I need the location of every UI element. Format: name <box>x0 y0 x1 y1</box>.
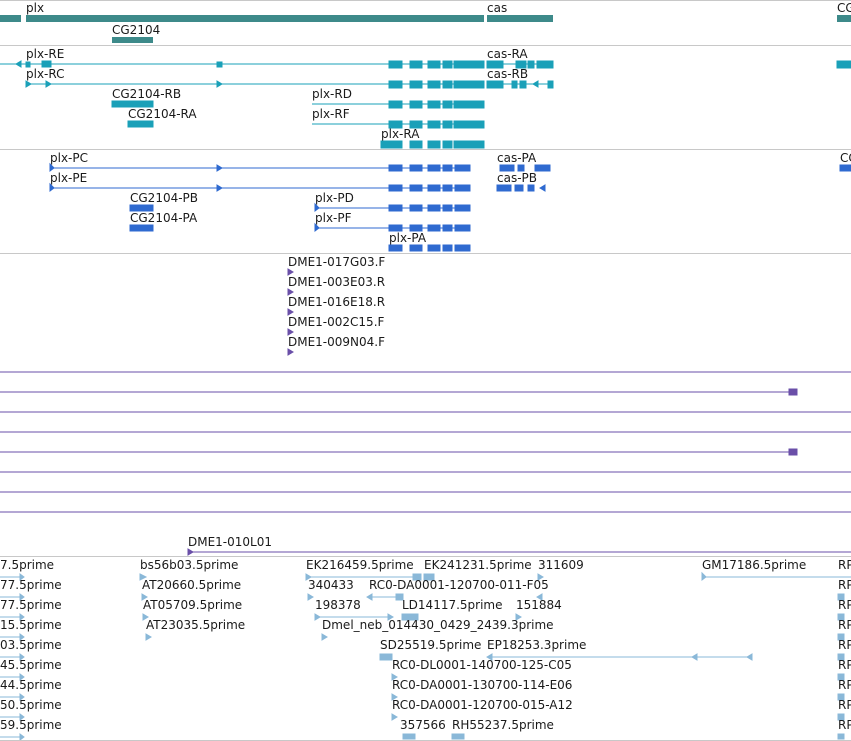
est-label[interactable]: EK216459.5prime <box>306 558 414 572</box>
est-track: 7.5prime bs56b03.5prime EK216459.5prime … <box>0 556 851 740</box>
transcript-label[interactable]: plx-RC <box>26 67 65 81</box>
est-label[interactable]: AT23035.5prime <box>146 618 246 632</box>
est-label[interactable]: EK241231.5prime <box>424 558 532 572</box>
transcript-track-protein: plx-PC cas-PA plx-PE cas-PB CG2104-PB pl… <box>0 149 851 253</box>
track-divider <box>0 556 851 557</box>
gene-bar-cg2104[interactable] <box>112 37 153 43</box>
track-divider <box>0 45 851 46</box>
est-label[interactable]: RC0-DA0001-130700-114-E06 <box>392 678 573 692</box>
protein-label[interactable]: cas-PB <box>497 171 538 185</box>
est-label[interactable]: 45.5prime <box>0 658 62 672</box>
clone-label[interactable]: DME1-010L01 <box>188 535 272 549</box>
est-label[interactable]: 198378 <box>315 598 361 612</box>
transcript-glyphs <box>0 60 851 149</box>
est-label[interactable]: 44.5prime <box>0 678 62 692</box>
clone-label[interactable]: DME1-017G03.F <box>288 255 386 269</box>
protein-label[interactable]: CG2104-PB <box>130 191 199 205</box>
gene-bar-plx[interactable] <box>0 15 21 22</box>
clone-glyphs <box>0 268 851 556</box>
est-label[interactable]: 59.5prime <box>0 718 62 732</box>
protein-label[interactable]: CC <box>840 151 851 165</box>
est-label[interactable]: RP <box>838 638 851 652</box>
clone-label[interactable]: DME1-003E03.R <box>288 275 386 289</box>
est-label[interactable]: 340433 <box>308 578 354 592</box>
est-label[interactable]: RP <box>838 698 851 712</box>
est-label[interactable]: AT20660.5prime <box>142 578 242 592</box>
transcript-label[interactable]: CG2104-RA <box>128 107 197 121</box>
est-label[interactable]: RP <box>838 718 851 732</box>
track-divider <box>0 253 851 254</box>
transcript-label[interactable]: plx-RD <box>312 87 352 101</box>
est-label[interactable]: RP <box>838 618 851 632</box>
gene-label[interactable]: cas <box>487 1 508 15</box>
est-label[interactable]: bs56b03.5prime <box>140 558 239 572</box>
gene-glyphs <box>0 15 851 43</box>
est-label[interactable]: 15.5prime <box>0 618 62 632</box>
est-label[interactable]: AT05709.5prime <box>143 598 243 612</box>
est-label[interactable]: RP <box>838 658 851 672</box>
transcript-track-rna: plx-RE cas-RA plx-RC cas-RB CG2104-RB pl… <box>0 45 851 149</box>
est-label[interactable]: 50.5prime <box>0 698 62 712</box>
est-label[interactable]: GM17186.5prime <box>702 558 807 572</box>
est-glyphs <box>0 571 851 740</box>
gene-label[interactable]: plx <box>26 1 45 15</box>
track-divider <box>0 149 851 150</box>
protein-label[interactable]: CG2104-PA <box>130 211 198 225</box>
est-label[interactable]: RC0-DL0001-140700-125-C05 <box>392 658 572 672</box>
gene-bar-cas[interactable] <box>487 15 553 22</box>
est-label[interactable]: 77.5prime <box>0 578 62 592</box>
est-label[interactable]: EP18253.3prime <box>487 638 587 652</box>
transcript-label[interactable]: cas-RB <box>487 67 529 81</box>
est-label[interactable]: RP <box>838 598 851 612</box>
protein-label[interactable]: plx-PF <box>315 211 352 225</box>
clone-label[interactable]: DME1-009N04.F <box>288 335 386 349</box>
gene-label[interactable]: CG2104 <box>112 23 161 37</box>
clone-label[interactable]: DME1-002C15.F <box>288 315 385 329</box>
protein-label[interactable]: plx-PE <box>50 171 88 185</box>
protein-glyphs <box>49 162 851 252</box>
est-label[interactable]: LD14117.5prime <box>402 598 503 612</box>
protein-label[interactable]: plx-PA <box>389 231 427 245</box>
gene-label[interactable]: CG <box>837 1 851 15</box>
transcript-label[interactable]: CG2104-RB <box>112 87 182 101</box>
est-label[interactable]: RP <box>838 678 851 692</box>
gene-bar-plx[interactable] <box>26 15 484 22</box>
protein-label[interactable]: cas-PA <box>497 151 537 165</box>
est-label[interactable]: Dmel_neb_014430_0429_2439.3prime <box>322 618 554 632</box>
clone-label[interactable]: DME1-016E18.R <box>288 295 386 309</box>
est-label[interactable]: 77.5prime <box>0 598 62 612</box>
est-label[interactable]: RC0-DA0001-120700-015-A12 <box>392 698 573 712</box>
est-label[interactable]: RP <box>838 578 851 592</box>
transcript-label[interactable]: plx-RF <box>312 107 350 121</box>
transcript-label[interactable]: plx-RE <box>26 47 65 61</box>
protein-label[interactable]: plx-PC <box>50 151 88 165</box>
est-label[interactable]: 151884 <box>516 598 562 612</box>
protein-label[interactable]: plx-PD <box>315 191 354 205</box>
est-label[interactable]: 7.5prime <box>0 558 55 572</box>
est-label[interactable]: SD25519.5prime <box>380 638 482 652</box>
est-label[interactable]: RP <box>838 558 851 572</box>
est-label[interactable]: 357566 <box>400 718 446 732</box>
est-label[interactable]: 03.5prime <box>0 638 62 652</box>
gene-bar-cg[interactable] <box>837 15 851 22</box>
est-label[interactable]: RH55237.5prime <box>452 718 554 732</box>
est-label[interactable]: 311609 <box>538 558 584 572</box>
track-divider <box>0 0 851 1</box>
clone-track: DME1-017G03.F DME1-003E03.R DME1-016E18.… <box>0 253 851 556</box>
gene-track: plx cas CG2104 CG <box>0 0 851 45</box>
transcript-label[interactable]: plx-RA <box>381 127 420 141</box>
transcript-label[interactable]: cas-RA <box>487 47 528 61</box>
est-label[interactable]: RC0-DA0001-120700-011-F05 <box>369 578 549 592</box>
